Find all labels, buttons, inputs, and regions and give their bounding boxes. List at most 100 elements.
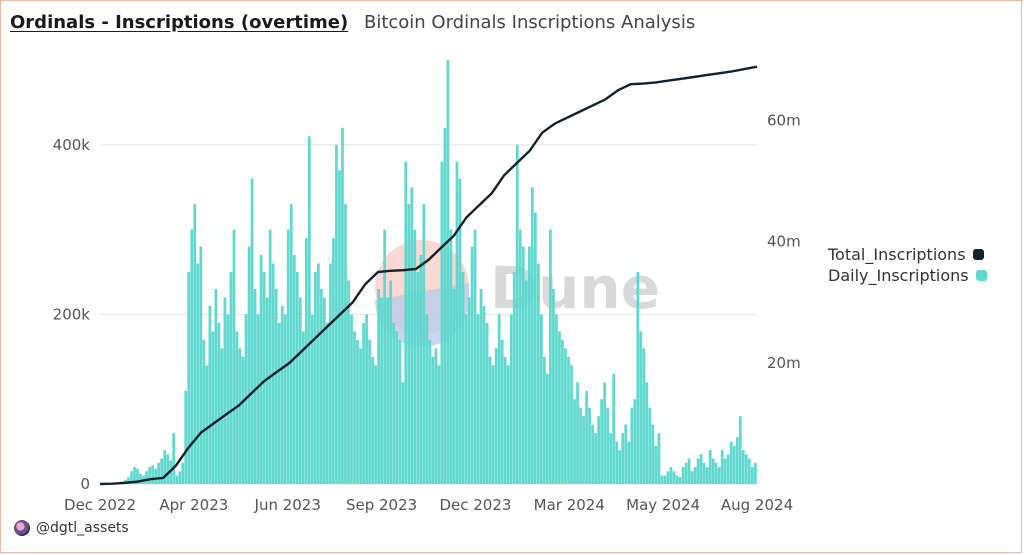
daily-bar — [473, 229, 477, 484]
daily-bar — [383, 229, 387, 484]
chart-subtitle: Bitcoin Ordinals Inscriptions Analysis — [363, 12, 696, 33]
daily-bar — [521, 246, 525, 484]
daily-bar — [280, 305, 284, 484]
y-left-tick-label: 0 — [80, 475, 90, 493]
daily-bar — [214, 288, 218, 484]
daily-bar — [669, 467, 673, 484]
daily-bar — [533, 212, 537, 484]
daily-bar — [313, 272, 317, 484]
daily-bar — [491, 365, 495, 484]
daily-bar — [515, 144, 519, 485]
x-tick-label: May 2024 — [626, 496, 700, 514]
daily-bar — [359, 348, 362, 484]
daily-bar — [217, 322, 221, 484]
daily-bar — [410, 187, 414, 484]
daily-bar — [546, 373, 549, 484]
daily-bar — [458, 178, 462, 484]
daily-bar — [241, 356, 245, 484]
daily-bar — [434, 348, 438, 484]
chart-title-link[interactable]: Ordinals - Inscriptions (overtime) — [10, 12, 349, 33]
daily-bar — [588, 407, 591, 484]
daily-bar — [579, 407, 582, 484]
daily-bar — [470, 246, 474, 484]
footer: @dgtl_assets — [14, 520, 129, 536]
daily-bar — [753, 462, 757, 484]
daily-bar — [377, 288, 380, 484]
daily-bar — [247, 246, 251, 484]
author-handle[interactable]: @dgtl_assets — [36, 520, 129, 536]
daily-bar — [316, 263, 320, 484]
daily-bar — [425, 314, 429, 484]
y-right-axis-ticks: 20m 40m 60m — [767, 112, 801, 372]
daily-bar — [603, 382, 607, 484]
daily-bar — [419, 255, 423, 484]
daily-bar — [232, 229, 236, 484]
daily-bar — [503, 356, 507, 484]
daily-bar — [350, 314, 353, 484]
daily-bar — [289, 204, 293, 484]
daily-bar — [482, 305, 486, 484]
y-left-tick-label: 200k — [53, 305, 91, 323]
daily-bar — [341, 127, 344, 484]
daily-bar — [512, 272, 516, 484]
daily-bar — [301, 331, 305, 484]
daily-bar — [392, 322, 396, 484]
x-tick-label: Mar 2024 — [534, 496, 605, 514]
daily-bar — [166, 454, 170, 484]
daily-bar — [440, 161, 444, 484]
daily-bar — [259, 255, 263, 484]
daily-bar — [738, 416, 742, 484]
daily-bar — [621, 433, 625, 484]
legend-item-daily[interactable]: Daily_Inscriptions — [828, 265, 987, 286]
daily-bar — [690, 471, 694, 484]
legend-item-total[interactable]: Total_Inscriptions — [828, 244, 987, 265]
daily-bar — [684, 462, 688, 484]
daily-bar — [639, 331, 643, 484]
daily-bar — [172, 433, 176, 484]
daily-bar — [437, 365, 441, 484]
daily-bar — [398, 339, 402, 484]
daily-bar — [401, 382, 405, 484]
daily-bar — [642, 348, 646, 484]
daily-bar — [443, 127, 447, 484]
daily-bar — [416, 272, 420, 484]
daily-bar — [127, 477, 130, 484]
daily-bar — [699, 454, 703, 484]
daily-bar — [609, 433, 613, 484]
daily-bar — [295, 272, 299, 484]
daily-bar — [536, 263, 540, 484]
daily-bar — [506, 365, 510, 484]
daily-bar — [558, 331, 561, 484]
daily-bar — [407, 204, 411, 484]
daily-bar — [274, 288, 278, 484]
daily-bar — [594, 433, 597, 484]
x-tick-label: Dec 2022 — [64, 496, 136, 514]
daily-bar — [576, 382, 579, 484]
daily-bar — [600, 399, 603, 484]
daily-bar — [250, 178, 254, 484]
daily-bar — [323, 297, 326, 484]
daily-bar — [277, 322, 281, 484]
daily-bar — [371, 356, 374, 484]
daily-bar — [368, 339, 371, 484]
daily-bar — [735, 437, 739, 484]
daily-bar — [461, 272, 465, 484]
daily-bar — [145, 471, 148, 484]
daily-bar — [645, 382, 649, 484]
daily-bar — [320, 288, 323, 484]
daily-bar — [672, 471, 676, 484]
daily-bar — [184, 390, 188, 484]
daily-bar — [196, 263, 200, 484]
daily-bar — [380, 297, 383, 484]
daily-bar — [449, 229, 453, 484]
daily-bar — [208, 305, 212, 484]
daily-bar — [151, 465, 154, 484]
daily-bar — [633, 399, 637, 484]
daily-bar — [389, 280, 393, 484]
daily-bar — [229, 272, 233, 484]
daily-bar — [238, 348, 242, 484]
daily-bar — [386, 297, 390, 484]
daily-bar — [298, 297, 302, 484]
daily-bar — [591, 424, 594, 484]
y-right-tick-label: 60m — [767, 112, 801, 130]
